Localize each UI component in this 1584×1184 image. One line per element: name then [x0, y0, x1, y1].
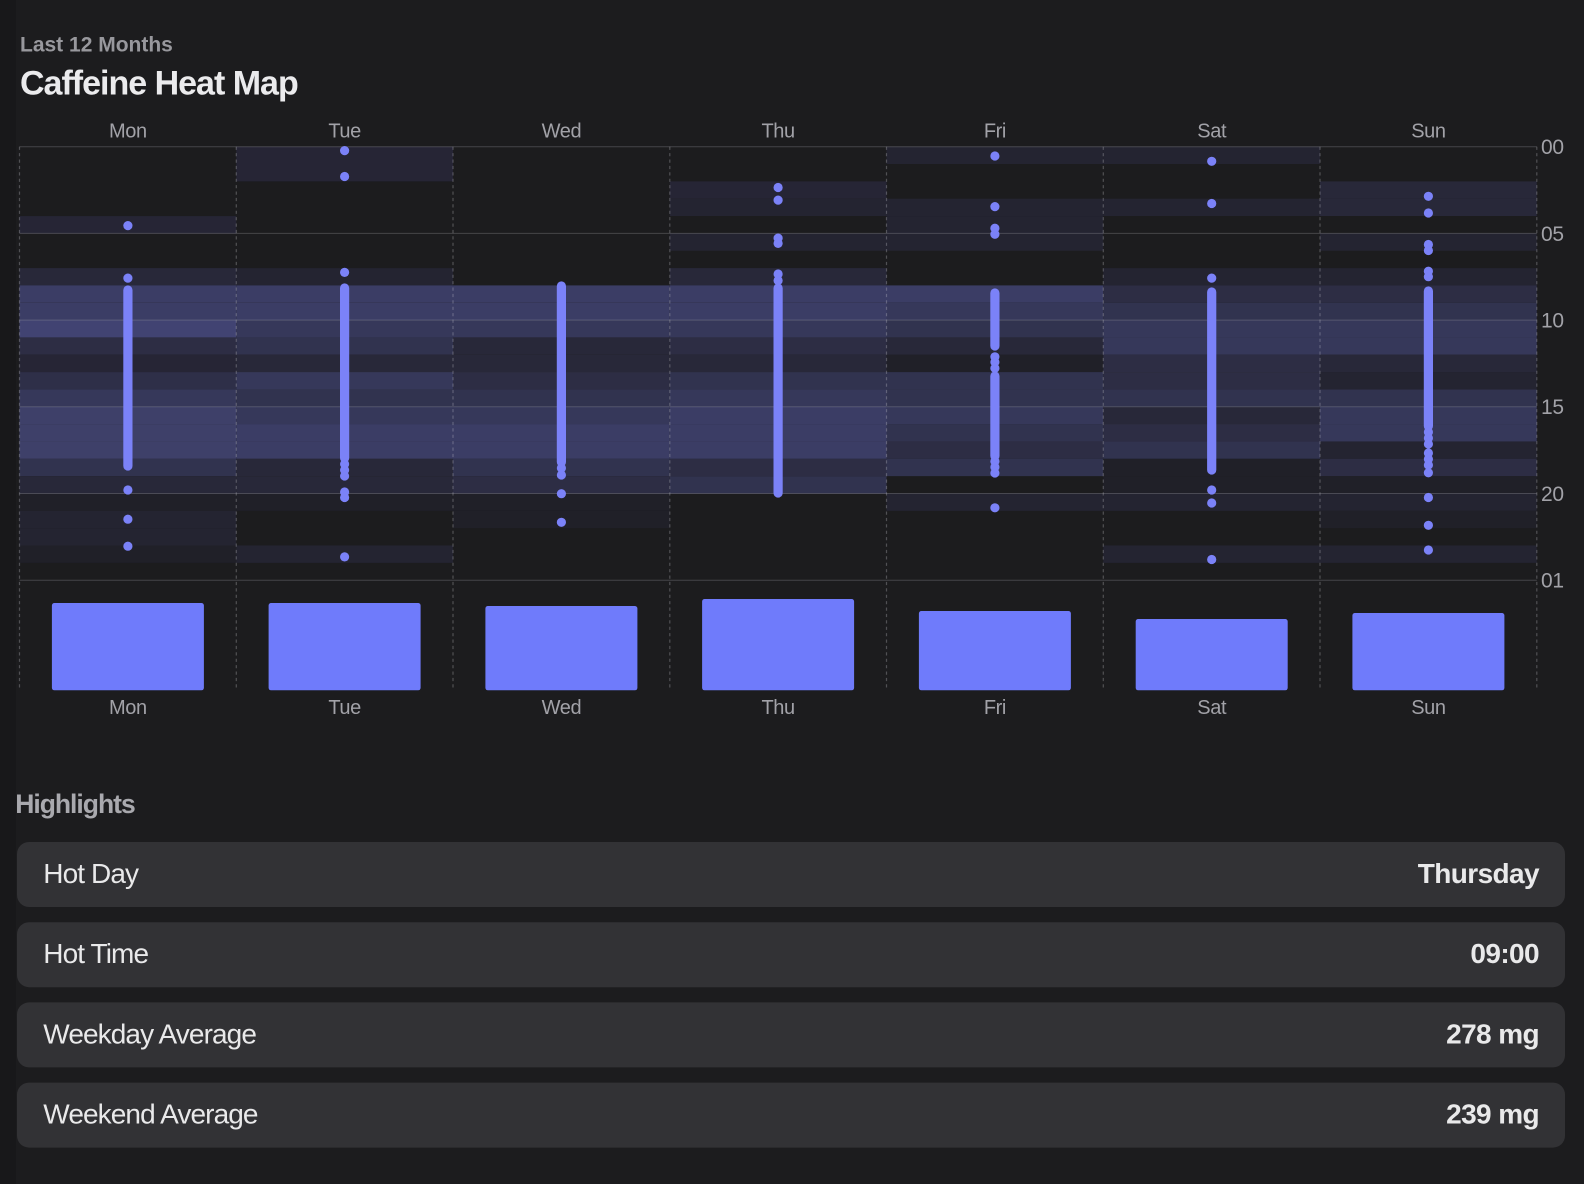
svg-text:10: 10: [1541, 310, 1564, 333]
svg-text:Thu: Thu: [761, 697, 794, 719]
svg-text:Caffeine Heat Map: Caffeine Heat Map: [20, 65, 298, 103]
svg-text:Last 12 Months: Last 12 Months: [20, 34, 173, 57]
svg-text:00: 00: [1541, 136, 1564, 159]
svg-text:Fri: Fri: [984, 121, 1006, 143]
svg-text:Mon: Mon: [109, 697, 147, 719]
svg-text:Wed: Wed: [542, 697, 582, 719]
svg-text:Hot Day: Hot Day: [43, 858, 139, 889]
svg-text:Mon: Mon: [109, 121, 147, 143]
svg-text:Sun: Sun: [1411, 121, 1445, 143]
svg-text:Sun: Sun: [1411, 697, 1445, 719]
svg-text:Sat: Sat: [1197, 121, 1227, 143]
svg-text:Wed: Wed: [542, 121, 582, 143]
svg-text:Highlights: Highlights: [15, 789, 135, 819]
svg-text:Weekend Average: Weekend Average: [43, 1099, 258, 1130]
svg-text:278 mg: 278 mg: [1446, 1018, 1539, 1049]
svg-text:Thursday: Thursday: [1418, 858, 1540, 889]
svg-text:Tue: Tue: [328, 697, 361, 719]
svg-text:Thu: Thu: [761, 121, 794, 143]
svg-text:Tue: Tue: [328, 121, 361, 143]
svg-text:239 mg: 239 mg: [1446, 1099, 1539, 1130]
svg-text:01: 01: [1541, 570, 1564, 593]
svg-text:05: 05: [1541, 223, 1564, 246]
svg-text:20: 20: [1541, 483, 1564, 506]
svg-text:Fri: Fri: [984, 697, 1006, 719]
svg-text:15: 15: [1541, 396, 1564, 419]
svg-text:Hot Time: Hot Time: [43, 938, 148, 969]
svg-text:Weekday Average: Weekday Average: [43, 1018, 256, 1049]
svg-text:09:00: 09:00: [1470, 938, 1539, 969]
svg-text:Sat: Sat: [1197, 697, 1227, 719]
